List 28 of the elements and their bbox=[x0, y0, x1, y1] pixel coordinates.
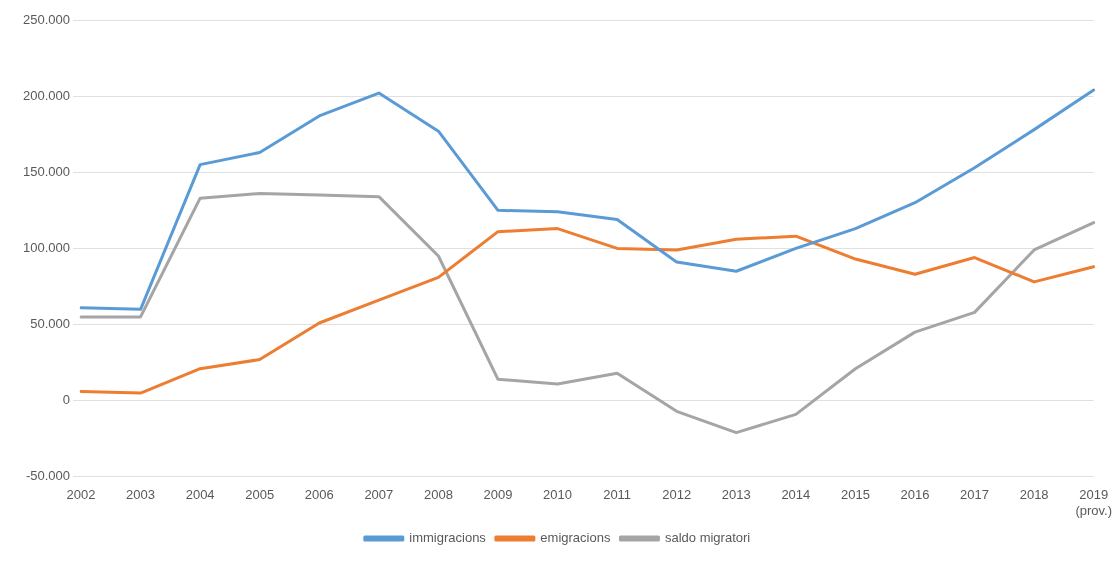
y-tick-label: -50.000 bbox=[25, 468, 70, 484]
x-tick-label: 2018 bbox=[1019, 487, 1049, 503]
x-tick-label: 2005 bbox=[245, 487, 275, 503]
x-tick-label: 2004 bbox=[185, 487, 215, 503]
legend-label: immigracions bbox=[409, 530, 487, 546]
x-tick-label: 2017 bbox=[960, 487, 990, 503]
legend-label: saldo migratori bbox=[664, 530, 751, 546]
x-tick-label: 2016 bbox=[900, 487, 930, 503]
x-tick-label: 2008 bbox=[423, 487, 453, 503]
y-tick-label: 50.000 bbox=[30, 316, 70, 332]
x-tick-label: 2014 bbox=[781, 487, 811, 503]
x-tick-label: 2019 (prov.) bbox=[1075, 487, 1113, 518]
x-tick-label: 2007 bbox=[364, 487, 394, 503]
x-tick-label: 2012 bbox=[662, 487, 692, 503]
legend-label: emigracions bbox=[540, 530, 611, 546]
y-tick-label: 100.000 bbox=[22, 239, 70, 255]
x-tick-label: 2009 bbox=[483, 487, 513, 503]
y-tick-label: 250.000 bbox=[22, 11, 70, 27]
y-tick-label: 200.000 bbox=[22, 87, 70, 103]
x-tick-label: 2015 bbox=[840, 487, 870, 503]
x-tick-label: 2011 bbox=[603, 487, 632, 503]
x-tick-label: 2006 bbox=[304, 487, 334, 503]
x-tick-label: 2013 bbox=[721, 487, 751, 503]
y-tick-label: 150.000 bbox=[22, 163, 70, 179]
x-tick-label: 2002 bbox=[66, 487, 96, 503]
x-tick-label: 2003 bbox=[126, 487, 156, 503]
y-tick-label: 0 bbox=[62, 392, 70, 408]
x-tick-label: 2010 bbox=[543, 487, 573, 503]
